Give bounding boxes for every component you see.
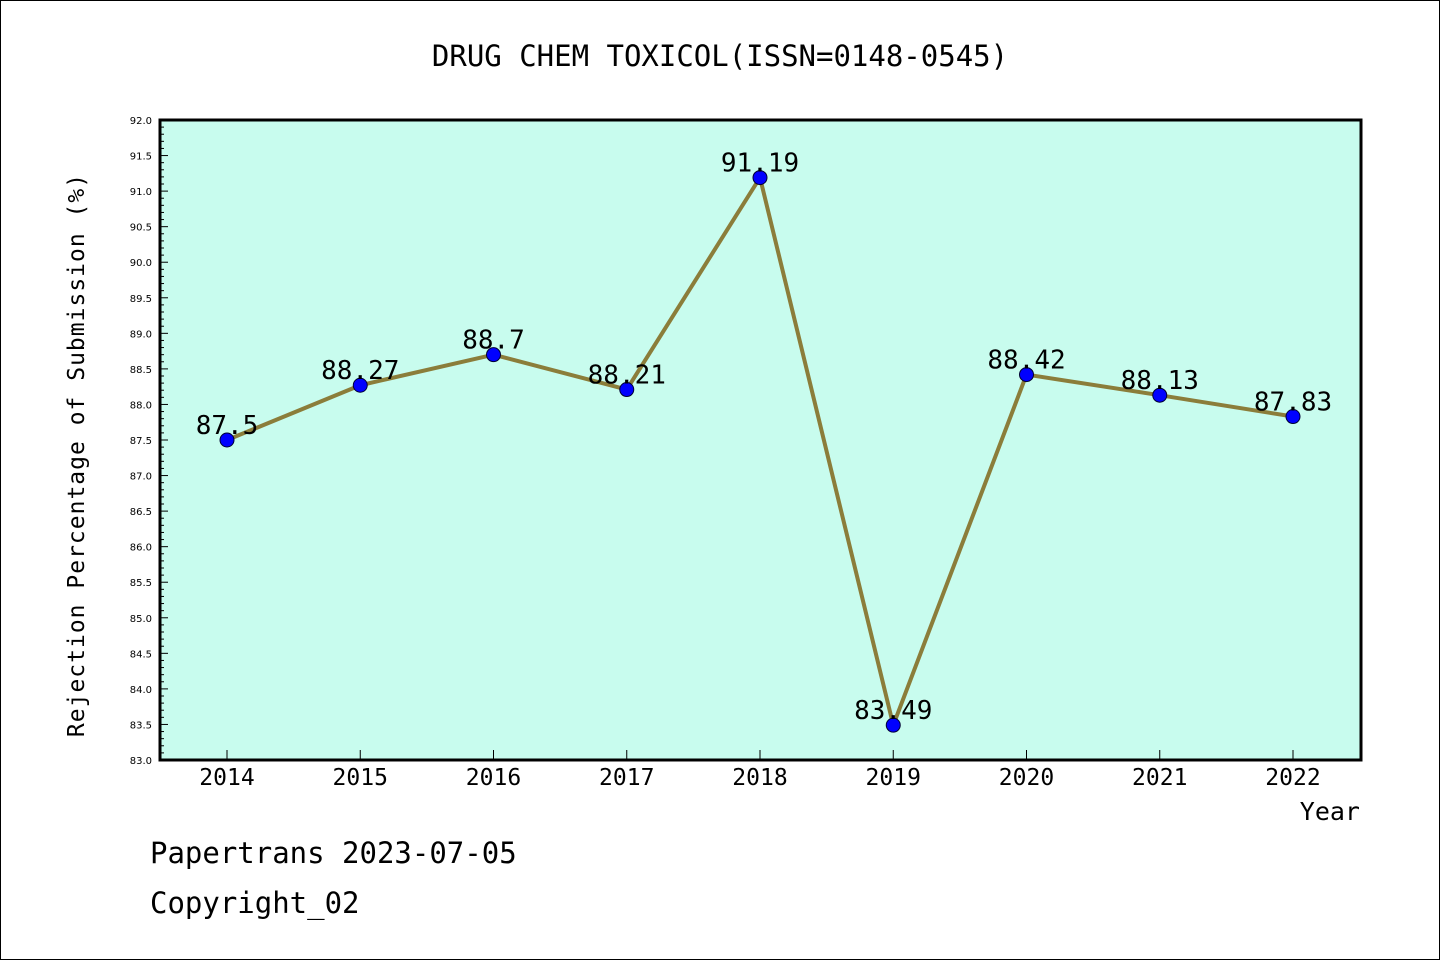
- x-axis-label: Year: [1300, 797, 1360, 826]
- data-label: 87.5: [196, 411, 259, 441]
- data-point: [1285, 409, 1301, 425]
- chart-title: DRUG CHEM TOXICOL(ISSN=0148-0545): [432, 39, 1008, 73]
- y-tick-label: 85.5: [130, 578, 152, 589]
- x-tick-label: 2022: [1265, 765, 1320, 791]
- data-label: 88.21: [588, 361, 666, 391]
- y-tick-label: 85.0: [130, 614, 152, 625]
- data-point: [1152, 387, 1168, 403]
- data-label: 88.27: [321, 356, 399, 386]
- data-point: [486, 347, 501, 363]
- y-tick-label: 83.5: [130, 720, 152, 731]
- footer-source-text: Papertrans 2023-07-05: [150, 836, 517, 870]
- x-tick-label: 2015: [333, 765, 388, 791]
- y-tick-label: 87.5: [130, 436, 152, 447]
- y-tick-label: 89.5: [130, 294, 152, 305]
- y-tick-label: 92.0: [130, 116, 152, 127]
- data-point: [619, 382, 635, 398]
- data-point: [885, 717, 901, 733]
- y-tick-label: 90.0: [130, 258, 152, 269]
- y-tick-label: 88.0: [130, 400, 152, 411]
- data-label: 88.7: [462, 326, 525, 356]
- y-tick-label: 88.5: [130, 365, 152, 376]
- x-tick-label: 2019: [866, 765, 921, 791]
- x-tick-label: 2017: [599, 765, 654, 791]
- data-label: 87.83: [1254, 388, 1332, 418]
- y-tick-label: 84.0: [130, 685, 152, 696]
- data-label: 91.19: [721, 149, 799, 179]
- y-tick-label: 90.5: [130, 223, 152, 234]
- x-tick-label: 2016: [466, 765, 521, 791]
- y-axis-label: Rejection Percentage of Submission (%): [64, 173, 90, 737]
- y-tick-label: 89.0: [130, 329, 152, 340]
- y-tick-label: 87.0: [130, 472, 152, 483]
- data-label: 88.42: [987, 346, 1065, 376]
- footer-copyright-text: Copyright_02: [150, 886, 360, 920]
- plot-border: [158, 118, 1363, 762]
- y-tick-label: 86.0: [130, 543, 152, 554]
- data-label: 88.13: [1121, 366, 1199, 396]
- plot-area: [160, 120, 1361, 760]
- y-tick-label: 83.0: [130, 756, 152, 767]
- data-point: [1019, 367, 1034, 383]
- data-label: 83.49: [854, 696, 932, 726]
- series-group: [219, 170, 1301, 733]
- x-tick-label: 2014: [199, 765, 254, 791]
- y-tick-label: 91.0: [130, 187, 152, 198]
- y-tick-label: 84.5: [130, 649, 152, 660]
- x-axis-ticks: 2014 2015 2016 2017 2018 2019 2020 2021 2022: [199, 750, 1321, 791]
- x-tick-label: 2021: [1132, 765, 1187, 791]
- data-point: [352, 377, 368, 393]
- data-point: [219, 432, 235, 448]
- data-labels-group: 87.5 88.27 88.7 88.21 91.19 83.49 88.42 88.13 87…: [196, 149, 1332, 727]
- data-point: [752, 170, 768, 186]
- x-tick-label: 2018: [732, 765, 787, 791]
- y-tick-label: 86.5: [130, 507, 152, 518]
- x-tick-label: 2020: [999, 765, 1054, 791]
- y-tick-label: 91.5: [130, 152, 152, 163]
